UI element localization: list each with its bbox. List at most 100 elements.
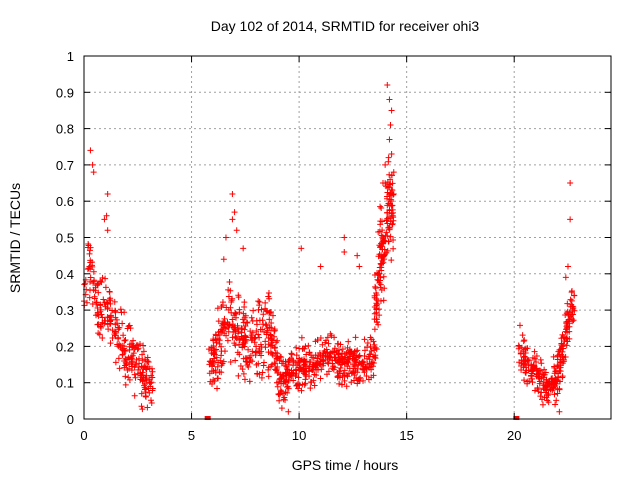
data-point bbox=[120, 332, 127, 339]
data-point bbox=[354, 380, 361, 387]
data-point bbox=[282, 397, 289, 404]
data-point bbox=[390, 236, 397, 243]
data-point bbox=[253, 317, 260, 324]
data-point bbox=[298, 334, 305, 341]
data-point bbox=[354, 347, 361, 354]
data-point bbox=[378, 260, 385, 267]
data-point bbox=[377, 203, 384, 210]
data-point bbox=[240, 370, 247, 377]
data-point bbox=[82, 280, 89, 287]
data-point bbox=[139, 406, 146, 413]
data-point bbox=[278, 360, 285, 367]
y-tick-label: 0.5 bbox=[56, 231, 74, 246]
data-point bbox=[513, 416, 520, 420]
data-point bbox=[278, 405, 285, 412]
data-point bbox=[212, 331, 219, 338]
grid-lines bbox=[84, 56, 611, 419]
data-point bbox=[94, 321, 101, 328]
data-point bbox=[290, 358, 297, 365]
data-point bbox=[133, 361, 140, 368]
data-point bbox=[317, 263, 324, 270]
data-point bbox=[567, 296, 574, 303]
data-point bbox=[243, 358, 250, 365]
data-point bbox=[380, 273, 387, 280]
data-point bbox=[210, 376, 217, 383]
data-point bbox=[249, 348, 256, 355]
data-point bbox=[552, 378, 559, 385]
data-point bbox=[143, 358, 150, 365]
data-point bbox=[268, 335, 275, 342]
data-point bbox=[519, 332, 526, 339]
data-point bbox=[204, 416, 211, 420]
data-point bbox=[285, 358, 292, 365]
data-point bbox=[332, 357, 339, 364]
y-tick-label: 0.2 bbox=[56, 339, 74, 354]
data-point bbox=[95, 330, 102, 337]
data-point bbox=[269, 361, 276, 368]
data-point bbox=[84, 266, 91, 273]
data-point bbox=[551, 377, 558, 384]
data-point bbox=[246, 354, 253, 361]
data-point bbox=[265, 349, 272, 356]
data-point bbox=[135, 366, 142, 373]
data-point bbox=[139, 351, 146, 358]
data-point bbox=[276, 391, 283, 398]
data-point bbox=[537, 393, 544, 400]
data-point bbox=[520, 338, 527, 345]
data-point bbox=[339, 346, 346, 353]
data-point bbox=[214, 305, 221, 312]
data-point bbox=[240, 316, 247, 323]
data-point bbox=[89, 161, 96, 168]
data-point bbox=[250, 307, 257, 314]
data-point bbox=[335, 372, 342, 379]
data-point bbox=[101, 317, 108, 324]
data-point bbox=[345, 356, 352, 363]
data-point bbox=[242, 323, 249, 330]
data-point bbox=[222, 320, 229, 327]
data-point bbox=[257, 326, 264, 333]
data-point bbox=[258, 374, 265, 381]
data-point bbox=[137, 341, 144, 348]
data-point bbox=[115, 335, 122, 342]
data-point bbox=[568, 297, 575, 304]
data-point bbox=[521, 353, 528, 360]
data-point bbox=[237, 362, 244, 369]
data-point bbox=[214, 385, 221, 392]
data-point bbox=[524, 380, 531, 387]
data-point bbox=[518, 362, 525, 369]
data-point bbox=[565, 311, 572, 318]
data-point bbox=[294, 380, 301, 387]
data-point bbox=[563, 342, 570, 349]
data-point bbox=[533, 358, 540, 365]
data-point bbox=[387, 233, 394, 240]
data-point bbox=[86, 287, 93, 294]
data-point bbox=[385, 224, 392, 231]
data-point bbox=[293, 382, 300, 389]
data-point bbox=[216, 368, 223, 375]
data-point bbox=[131, 371, 138, 378]
data-point bbox=[353, 359, 360, 366]
data-point bbox=[104, 314, 111, 321]
data-point bbox=[345, 370, 352, 377]
x-tick-label: 0 bbox=[80, 428, 87, 443]
data-point bbox=[314, 359, 321, 366]
data-point bbox=[240, 355, 247, 362]
data-point bbox=[252, 334, 259, 341]
data-point bbox=[107, 295, 114, 302]
data-point bbox=[234, 349, 241, 356]
data-point bbox=[97, 302, 104, 309]
data-point bbox=[253, 349, 260, 356]
data-point bbox=[213, 354, 220, 361]
data-point bbox=[211, 378, 218, 385]
data-point bbox=[390, 245, 397, 252]
data-point bbox=[260, 328, 267, 335]
data-point bbox=[273, 367, 280, 374]
data-point bbox=[388, 257, 395, 264]
data-point bbox=[138, 390, 145, 397]
data-point bbox=[288, 351, 295, 358]
data-point bbox=[268, 308, 275, 315]
data-point bbox=[540, 372, 547, 379]
data-point bbox=[564, 263, 571, 270]
data-point bbox=[374, 301, 381, 308]
data-point bbox=[254, 371, 261, 378]
